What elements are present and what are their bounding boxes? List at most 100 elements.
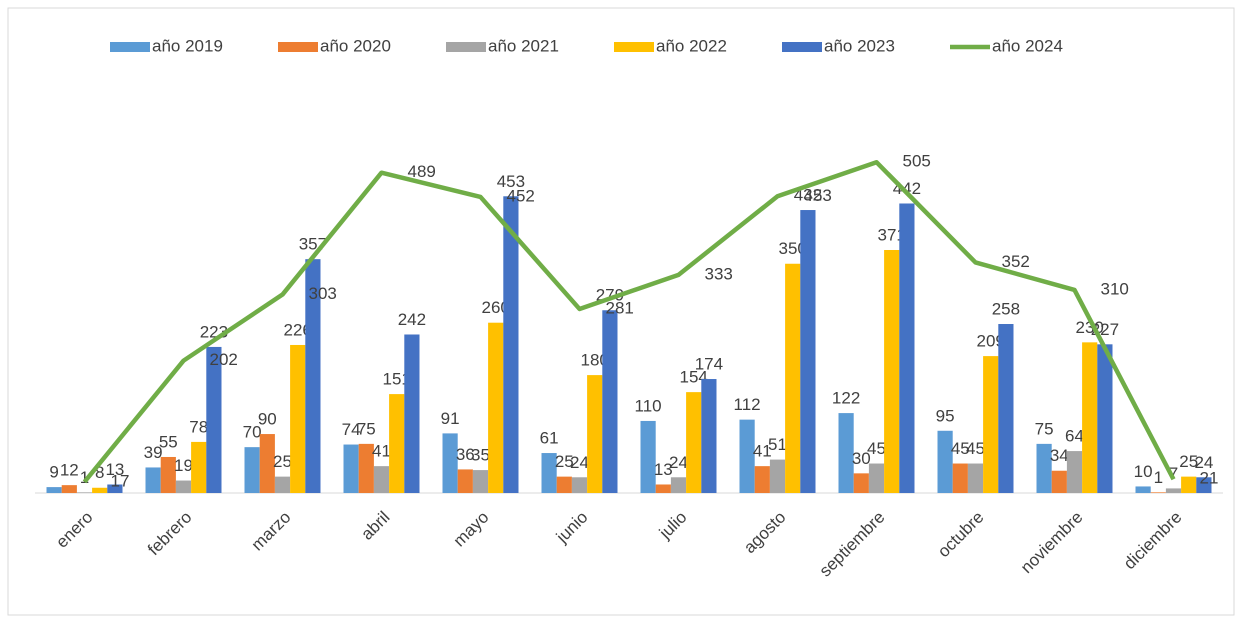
legend-swatch [110,42,150,52]
bar [46,487,62,493]
bar [259,434,275,493]
data-label: 154 [680,368,708,387]
data-label: 9 [49,463,58,482]
bar [1196,477,1212,493]
data-label: 61 [540,429,559,448]
bar [556,476,572,493]
chart-border [7,7,1235,616]
bar [838,413,854,493]
bar [472,470,489,493]
data-label: 41 [753,442,772,461]
line [82,159,1176,484]
data-label: 75 [357,419,376,438]
bar [389,394,405,493]
data-label: 91 [441,409,460,428]
data-label: 90 [258,410,277,429]
bar [358,443,374,493]
bar [206,346,222,493]
data-label: 24 [570,453,589,472]
bar [541,453,557,493]
bar [853,473,869,493]
bar [1082,342,1098,493]
legend-label: año 2024 [992,36,1063,55]
data-label: 13 [105,460,124,479]
data-label: 242 [398,310,426,329]
bar [191,441,207,493]
legend-swatch [278,42,318,52]
data-label: 122 [832,389,860,408]
data-label: 25 [555,452,574,471]
bar [373,466,390,493]
data-label: 12 [60,461,79,480]
data-label: 10 [1134,462,1153,481]
data-label: 41 [372,442,391,461]
bar [701,379,717,493]
data-label: 151 [383,370,411,389]
bar [571,477,588,493]
data-label: 333 [705,264,733,283]
bar [1066,451,1083,493]
bar [160,456,176,493]
legend-swatch [446,42,486,52]
data-label: 174 [695,355,723,374]
data-label: 25 [1179,452,1198,471]
data-label: 78 [189,417,208,436]
bar [899,203,915,494]
data-label: 36 [456,445,475,464]
data-label: 371 [878,225,906,244]
legend-label: año 2023 [824,36,895,55]
data-label: 55 [159,432,178,451]
data-label: 453 [804,186,832,205]
bar [967,463,984,493]
bar [442,433,458,493]
data-label: 303 [309,284,337,303]
bar [686,392,702,493]
data-label: 30 [852,449,871,468]
data-label: 7 [1169,464,1178,483]
data-label: 13 [654,460,673,479]
bar [1150,492,1166,493]
bar [92,487,108,493]
data-label: 74 [342,420,361,439]
bar [952,463,968,493]
legend-swatch [614,42,654,52]
bar [1135,486,1151,493]
data-label: 75 [1035,419,1054,438]
bar [800,210,816,494]
bar [76,492,93,493]
bar [244,447,260,493]
bar [884,249,900,493]
bar [175,480,192,493]
bar [983,356,999,493]
bar [670,477,687,493]
data-label: 45 [951,439,970,458]
bar [503,196,519,493]
data-label: 505 [903,152,931,171]
bar [290,344,306,493]
data-label: 51 [768,435,787,454]
legend-label: año 2020 [320,36,391,55]
bar [1051,470,1067,493]
bar [343,444,359,493]
legend-swatch [782,42,822,52]
data-label: 95 [936,406,955,425]
bar [640,420,656,493]
data-label: 452 [507,186,535,205]
legend-label: año 2019 [152,36,223,55]
data-label: 310 [1101,279,1129,298]
bar [107,484,123,493]
data-label: 352 [1002,252,1030,271]
data-label: 64 [1065,427,1084,446]
data-label: 202 [210,350,238,369]
data-label: 19 [174,456,193,475]
bar [488,322,504,493]
data-label: 17 [111,471,130,490]
bar [145,467,161,493]
bar [404,334,420,493]
data-label: 489 [408,162,436,181]
bar [457,469,473,493]
data-label: 39 [144,443,163,462]
data-label: 453 [497,172,525,191]
bar [769,459,786,493]
